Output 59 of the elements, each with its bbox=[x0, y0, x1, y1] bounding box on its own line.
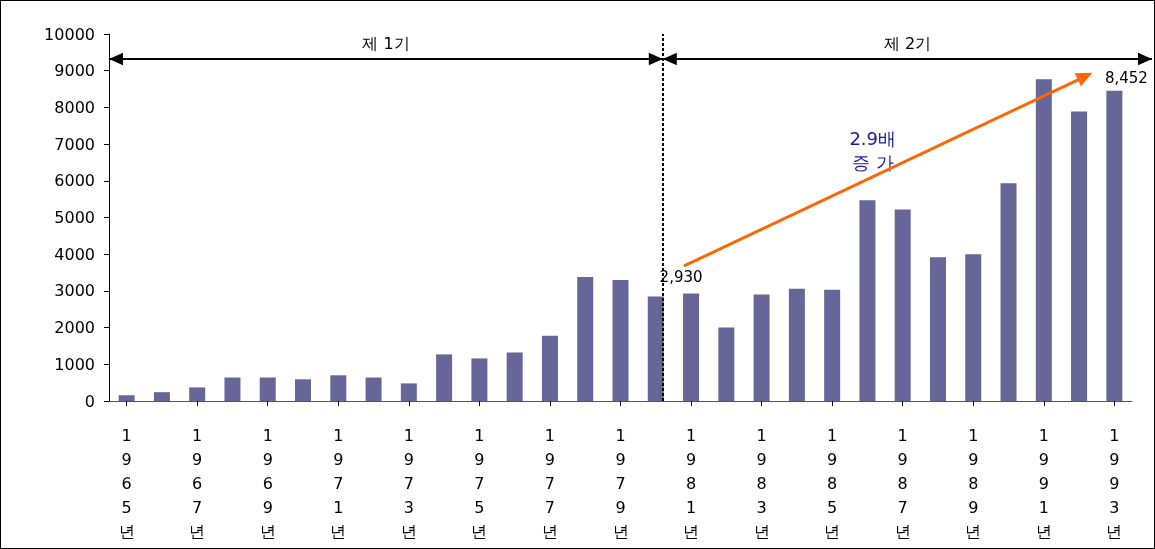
bar bbox=[189, 387, 206, 401]
bar bbox=[118, 395, 135, 401]
x-tick-label: 1983년 bbox=[753, 425, 770, 541]
x-tick-label: 1987년 bbox=[894, 425, 911, 541]
x-tick-label: 1975년 bbox=[471, 425, 488, 541]
bar bbox=[153, 392, 170, 401]
bar bbox=[788, 288, 805, 401]
bar bbox=[683, 293, 700, 401]
bar bbox=[647, 296, 664, 401]
x-tick-label: 1971년 bbox=[330, 425, 347, 541]
y-tick-label: 4000 bbox=[54, 244, 95, 264]
bar bbox=[541, 335, 558, 401]
bar bbox=[506, 352, 523, 401]
y-tick-label: 1000 bbox=[54, 354, 95, 374]
bar bbox=[436, 354, 453, 401]
bar bbox=[824, 289, 841, 401]
bar bbox=[400, 383, 417, 401]
x-tick-label: 1981년 bbox=[683, 425, 700, 541]
y-tick-label: 3000 bbox=[54, 281, 95, 301]
x-tick-label: 1989년 bbox=[965, 425, 982, 541]
bar bbox=[1035, 79, 1052, 401]
bar bbox=[1071, 111, 1088, 401]
bar bbox=[859, 200, 876, 401]
data-label: 8,452 bbox=[1104, 69, 1148, 88]
bar bbox=[224, 377, 241, 401]
x-tick-label: 1977년 bbox=[541, 425, 558, 541]
bar bbox=[471, 358, 488, 401]
bar bbox=[577, 276, 594, 401]
x-tick-label: 1965년 bbox=[118, 425, 135, 541]
x-tick-label: 1979년 bbox=[612, 425, 629, 541]
bar bbox=[753, 294, 770, 401]
annotation: 제 2기 bbox=[883, 33, 932, 53]
y-tick-label: 7000 bbox=[54, 134, 95, 154]
bar bbox=[929, 257, 946, 401]
bar bbox=[295, 379, 312, 401]
y-tick-label: 5000 bbox=[54, 208, 95, 227]
bar bbox=[1000, 183, 1017, 401]
x-tick-label: 1993년 bbox=[1106, 425, 1123, 541]
bar bbox=[259, 377, 276, 401]
bar bbox=[965, 254, 982, 401]
data-label: 2,930 bbox=[659, 267, 703, 286]
x-tick-label: 1969년 bbox=[259, 425, 276, 541]
annotation: 제 1기 bbox=[362, 33, 410, 53]
y-tick-label: 2000 bbox=[54, 318, 95, 338]
bar bbox=[1106, 90, 1123, 401]
x-tick-label: 1985년 bbox=[824, 425, 841, 541]
bar bbox=[330, 375, 347, 401]
bar bbox=[894, 209, 911, 401]
y-tick-label: 8000 bbox=[54, 97, 95, 117]
y-tick-label: 6000 bbox=[54, 171, 95, 191]
x-tick-label: 1973년 bbox=[400, 425, 417, 541]
x-tick-label: 1991년 bbox=[1035, 425, 1052, 541]
y-tick-label: 9000 bbox=[54, 61, 95, 81]
x-tick-label: 1967년 bbox=[189, 425, 206, 541]
bar bbox=[718, 327, 735, 401]
y-tick-label: 0 bbox=[84, 391, 95, 411]
bar bbox=[612, 279, 629, 401]
bar bbox=[365, 377, 382, 401]
y-tick-label: 10000 bbox=[44, 24, 95, 44]
